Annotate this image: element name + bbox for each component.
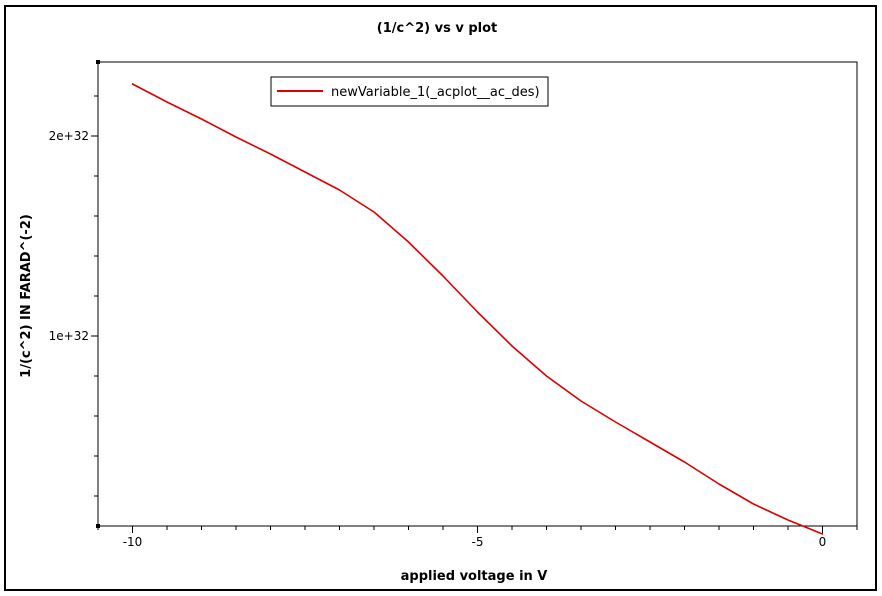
x-tick-label: 0 (819, 535, 827, 549)
x-tick-label: -5 (472, 535, 484, 549)
legend: newVariable_1(_acplot__ac_des) (270, 76, 549, 107)
y-tick-label: 2e+32 (49, 129, 89, 143)
plot-area (97, 61, 858, 527)
y-tick-label: 1e+32 (49, 329, 89, 343)
chart-title: (1/c^2) vs v plot (377, 21, 498, 36)
x-axis: -10 -5 0 (97, 526, 858, 549)
series-layer (131, 83, 824, 535)
x-tick-label: -10 (123, 535, 143, 549)
y-axis: 1e+32 2e+32 (49, 60, 100, 528)
y-axis-label: 1/(c^2) IN FARAD^(-2) (19, 214, 34, 378)
series-line-0 (131, 83, 824, 535)
x-axis-label: applied voltage in V (401, 569, 548, 584)
axis-corner-marker (96, 60, 100, 64)
legend-label: newVariable_1(_acplot__ac_des) (331, 85, 540, 100)
